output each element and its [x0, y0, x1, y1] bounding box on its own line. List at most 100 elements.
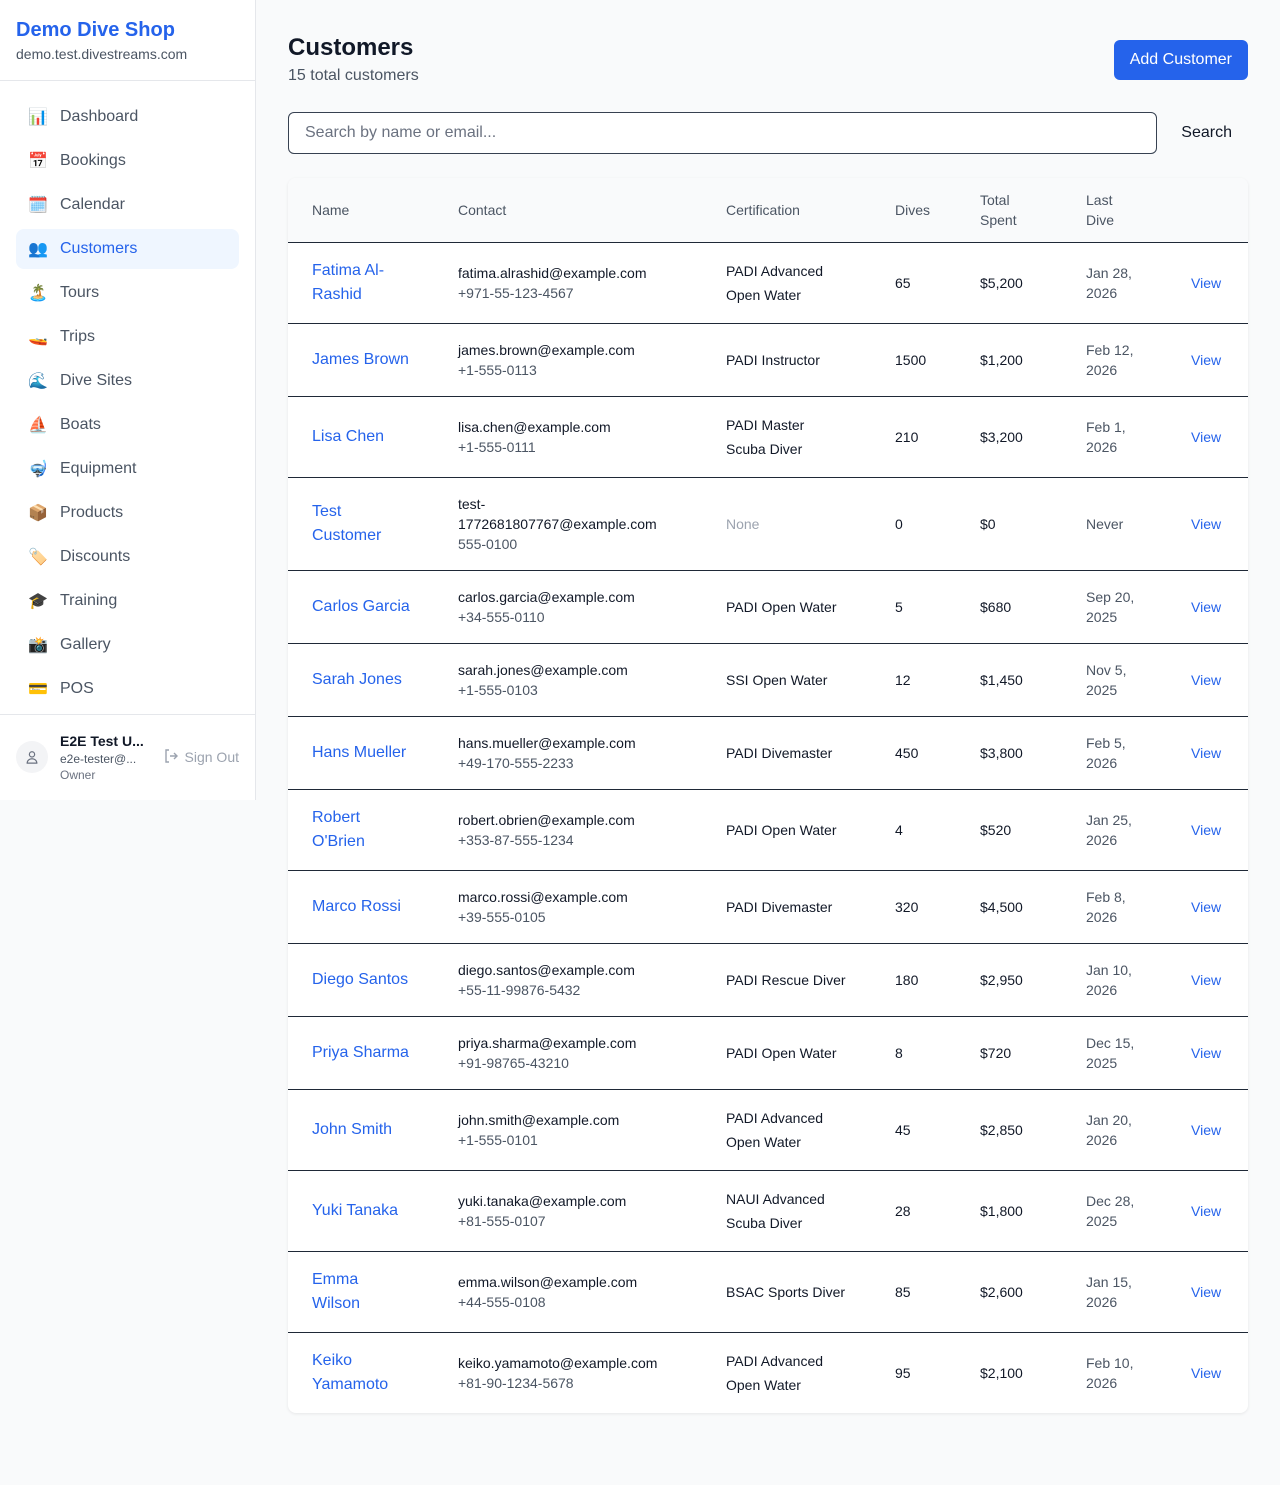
view-link[interactable]: View: [1167, 242, 1248, 324]
page-header: Customers 15 total customers Add Custome…: [288, 32, 1248, 112]
customer-phone: +971-55-123-4567: [458, 284, 574, 301]
customer-phone: +1-555-0111: [458, 438, 536, 455]
dives-cell: 1500: [871, 323, 956, 397]
customer-phone: +44-555-0108: [458, 1293, 546, 1310]
customer-name-link[interactable]: Robert O'Brien: [312, 808, 365, 850]
brand-title[interactable]: Demo Dive Shop: [16, 19, 175, 41]
view-link[interactable]: View: [1167, 396, 1248, 478]
name-cell: James Brown: [288, 323, 434, 397]
sidebar-item-customers[interactable]: 👥 Customers: [16, 229, 239, 269]
contact-cell: james.brown@example.com +1-555-0113: [434, 323, 702, 397]
customer-name-link[interactable]: Hans Mueller: [312, 743, 407, 761]
sidebar-item-discounts[interactable]: 🏷️ Discounts: [16, 537, 239, 577]
certification-cell: PADI Open Water: [702, 1016, 871, 1090]
view-link[interactable]: View: [1191, 1364, 1222, 1381]
customer-name-link[interactable]: James Brown: [312, 350, 409, 368]
customer-name-link[interactable]: Lisa Chen: [312, 427, 385, 445]
contact-cell: marco.rossi@example.com +39-555-0105: [434, 870, 702, 944]
customer-name-link[interactable]: Carlos Garcia: [312, 597, 410, 615]
sidebar-item-label: Boats: [60, 416, 101, 433]
user-name: E2E Test U...: [60, 733, 144, 749]
sidebar-item-training[interactable]: 🎓 Training: [16, 581, 239, 621]
sidebar-item-dashboard[interactable]: 📊 Dashboard: [16, 97, 239, 137]
contact-cell: test-1772681807767@example.com 555-0100: [434, 477, 702, 571]
customer-name-link[interactable]: Diego Santos: [312, 970, 409, 988]
contact-cell: robert.obrien@example.com +353-87-555-123…: [434, 789, 702, 871]
view-link[interactable]: View: [1167, 943, 1248, 1017]
search-input[interactable]: [288, 112, 1158, 154]
customer-email: yuki.tanaka@example.com: [458, 1192, 627, 1209]
sidebar-item-products[interactable]: 📦 Products: [16, 493, 239, 533]
total-spent-cell: $2,100: [980, 1364, 1023, 1381]
view-link[interactable]: View: [1167, 1089, 1248, 1171]
boats-icon: ⛵: [28, 417, 48, 434]
sidebar-item-boats[interactable]: ⛵ Boats: [16, 405, 239, 445]
contact-cell: diego.santos@example.com +55-11-99876-543…: [434, 943, 702, 1017]
view-link[interactable]: View: [1167, 716, 1248, 790]
certification-cell: BSAC Sports Diver: [702, 1251, 871, 1333]
sidebar-item-equipment[interactable]: 🤿 Equipment: [16, 449, 239, 489]
total-spent-cell: $0: [956, 477, 1062, 571]
sidebar-item-pos[interactable]: 💳 POS: [16, 669, 239, 709]
customers-table-card: Name Contact Certification Dives Total Spent…: [288, 178, 1248, 1413]
sidebar-item-trips[interactable]: 🚤 Trips: [16, 317, 239, 357]
dives-cell: 8: [871, 1016, 956, 1090]
contact-cell: priya.sharma@example.com +91-98765-43210: [434, 1016, 702, 1090]
view-link[interactable]: View: [1167, 1251, 1248, 1333]
dives-cell: 45: [871, 1089, 956, 1171]
view-link[interactable]: View: [1167, 870, 1248, 944]
customer-name-link[interactable]: Fatima Al-Rashid: [312, 261, 385, 303]
search-button[interactable]: Search: [1165, 112, 1248, 154]
customer-name-link[interactable]: Sarah Jones: [312, 670, 402, 688]
total-spent-cell: $1,800: [956, 1170, 1062, 1252]
view-link[interactable]: View: [1167, 323, 1248, 397]
customer-email: robert.obrien@example.com: [458, 811, 635, 828]
customer-name-link[interactable]: Priya Sharma: [312, 1043, 409, 1061]
sidebar-item-dive-sites[interactable]: 🌊 Dive Sites: [16, 361, 239, 401]
user-avatar-icon: [16, 741, 48, 773]
customer-phone: +1-555-0101: [458, 1131, 538, 1148]
customer-name-link[interactable]: Marco Rossi: [312, 897, 401, 915]
view-link[interactable]: View: [1167, 1016, 1248, 1090]
sign-out-button[interactable]: Sign Out: [163, 748, 239, 767]
bookings-icon: 📅: [28, 153, 48, 170]
column-header-name: Name: [288, 178, 434, 243]
column-header-dives: Dives: [871, 178, 956, 243]
name-cell: Lisa Chen: [288, 396, 434, 478]
sidebar-item-bookings[interactable]: 📅 Bookings: [16, 141, 239, 181]
customer-name-link[interactable]: Test Customer: [312, 502, 382, 544]
column-header-actions: [1167, 178, 1248, 243]
sidebar-item-gallery[interactable]: 📸 Gallery: [16, 625, 239, 665]
total-spent-cell: $720: [956, 1016, 1062, 1090]
view-link[interactable]: View: [1167, 1170, 1248, 1252]
name-cell: Carlos Garcia: [288, 570, 434, 644]
dive-sites-icon: 🌊: [28, 373, 48, 390]
view-link[interactable]: View: [1167, 570, 1248, 644]
view-link[interactable]: View: [1167, 643, 1248, 717]
customer-name-link[interactable]: John Smith: [312, 1120, 393, 1138]
tours-icon: 🏝️: [28, 285, 48, 302]
sidebar-item-label: Dashboard: [60, 108, 139, 125]
column-header-last-dive: Last Dive: [1062, 178, 1167, 243]
sidebar-item-tours[interactable]: 🏝️ Tours: [16, 273, 239, 313]
view-link[interactable]: View: [1167, 477, 1248, 571]
user-info: E2E Test U... e2e-tester@... Owner: [60, 731, 163, 783]
last-dive-cell: Dec 28, 2025: [1062, 1170, 1167, 1252]
last-dive-cell: Feb 10, 2026: [1086, 1354, 1134, 1391]
sidebar-item-calendar[interactable]: 🗓️ Calendar: [16, 185, 239, 225]
customer-name-link[interactable]: Yuki Tanaka: [312, 1201, 398, 1219]
add-customer-button[interactable]: Add Customer: [1113, 40, 1248, 80]
table-row: Priya Sharma priya.sharma@example.com +91-…: [288, 1016, 1248, 1090]
view-link[interactable]: View: [1167, 789, 1248, 871]
sidebar-item-label: Calendar: [60, 196, 125, 213]
name-cell: Diego Santos: [288, 943, 434, 1017]
name-cell: Test Customer: [288, 477, 434, 571]
customer-name-link[interactable]: Keiko Yamamoto: [312, 1351, 389, 1393]
customer-name-link[interactable]: Emma Wilson: [312, 1270, 361, 1312]
dives-cell: 210: [871, 396, 956, 478]
certification-cell: PADI Instructor: [702, 323, 871, 397]
dives-cell: 28: [871, 1170, 956, 1252]
last-dive-cell: Jan 28, 2026: [1062, 242, 1167, 324]
dives-cell: 95: [895, 1364, 911, 1381]
certification-cell: SSI Open Water: [702, 643, 871, 717]
